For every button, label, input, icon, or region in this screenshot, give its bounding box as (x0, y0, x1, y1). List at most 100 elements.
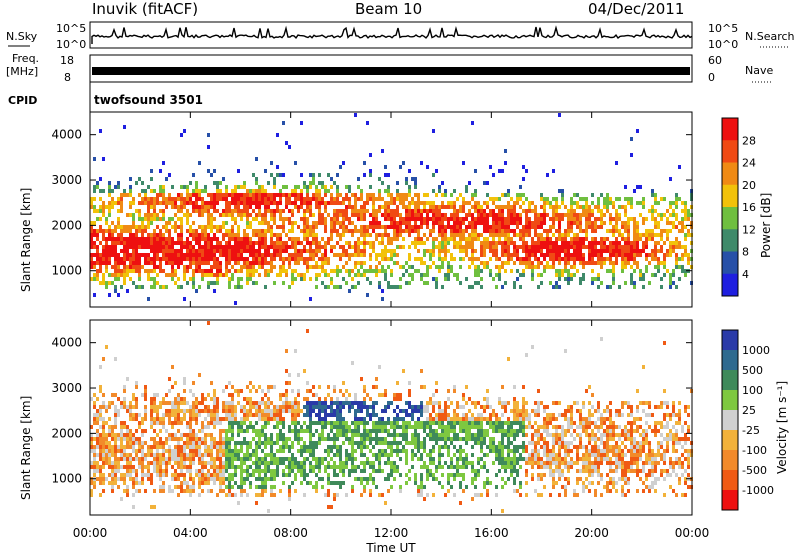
heatmap-cell (108, 281, 111, 285)
heatmap-cell (363, 225, 366, 229)
heatmap-cell (546, 241, 549, 245)
heatmap-cell (315, 465, 318, 469)
heatmap-cell (540, 261, 543, 265)
heatmap-cell (117, 237, 120, 241)
heatmap-cell (171, 205, 174, 209)
heatmap-cell (390, 253, 393, 257)
heatmap-cell (306, 481, 309, 485)
heatmap-cell (543, 241, 546, 245)
heatmap-cell (201, 393, 204, 397)
heatmap-cell (327, 449, 330, 453)
heatmap-cell (633, 233, 636, 237)
heatmap-cell (417, 437, 420, 441)
heatmap-cell (555, 197, 558, 201)
heatmap-cell (498, 269, 501, 273)
heatmap-cell (486, 193, 489, 197)
heatmap-cell (192, 193, 195, 197)
heatmap-cell (132, 397, 135, 401)
heatmap-cell (303, 237, 306, 241)
heatmap-cell (426, 217, 429, 221)
heatmap-cell (624, 185, 627, 189)
heatmap-cell (120, 209, 123, 213)
heatmap-cell (201, 461, 204, 465)
noise-right-tick-top: 10^5 (708, 22, 738, 35)
heatmap-cell (222, 465, 225, 469)
heatmap-cell (315, 245, 318, 249)
heatmap-cell (339, 433, 342, 437)
heatmap-cell (378, 205, 381, 209)
heatmap-cell (537, 245, 540, 249)
heatmap-cell (135, 489, 138, 493)
heatmap-cell (459, 209, 462, 213)
freq-left-label-2: [MHz] (6, 65, 38, 78)
heatmap-cell (483, 261, 486, 265)
heatmap-cell (498, 273, 501, 277)
heatmap-cell (189, 425, 192, 429)
heatmap-cell (246, 281, 249, 285)
heatmap-cell (345, 205, 348, 209)
heatmap-cell (384, 273, 387, 277)
heatmap-cell (342, 217, 345, 221)
heatmap-cell (681, 221, 684, 225)
heatmap-cell (369, 405, 372, 409)
heatmap-cell (567, 225, 570, 229)
heatmap-cell (219, 453, 222, 457)
heatmap-cell (456, 213, 459, 217)
heatmap-cell (228, 281, 231, 285)
heatmap-cell (198, 469, 201, 473)
heatmap-cell (288, 209, 291, 213)
heatmap-cell (219, 213, 222, 217)
heatmap-cell (99, 441, 102, 445)
heatmap-cell (315, 457, 318, 461)
heatmap-cell (291, 201, 294, 205)
heatmap-cell (432, 241, 435, 245)
heatmap-cell (576, 193, 579, 197)
heatmap-cell (264, 245, 267, 249)
heatmap-cell (612, 233, 615, 237)
heatmap-cell (324, 257, 327, 261)
heatmap-cell (267, 209, 270, 213)
heatmap-cell (201, 477, 204, 481)
heatmap-cell (141, 421, 144, 425)
heatmap-cell (645, 265, 648, 269)
heatmap-cell (666, 233, 669, 237)
heatmap-cell (279, 421, 282, 425)
colorbar-swatch (722, 207, 738, 230)
heatmap-cell (549, 241, 552, 245)
heatmap-cell (507, 193, 510, 197)
heatmap-cell (210, 441, 213, 445)
heatmap-cell (267, 465, 270, 469)
heatmap-cell (276, 133, 279, 137)
heatmap-cell (420, 237, 423, 241)
heatmap-cell (273, 257, 276, 261)
heatmap-cell (177, 461, 180, 465)
heatmap-cell (387, 257, 390, 261)
heatmap-cell (288, 493, 291, 497)
heatmap-cell (108, 293, 111, 297)
heatmap-cell (246, 197, 249, 201)
heatmap-cell (252, 197, 255, 201)
heatmap-cell (114, 405, 117, 409)
heatmap-cell (135, 473, 138, 477)
heatmap-cell (570, 213, 573, 217)
heatmap-cell (405, 421, 408, 425)
heatmap-cell (147, 277, 150, 281)
heatmap-cell (243, 397, 246, 401)
heatmap-cell (294, 473, 297, 477)
heatmap-cell (228, 453, 231, 457)
heatmap-cell (102, 257, 105, 261)
heatmap-cell (108, 229, 111, 233)
heatmap-cell (270, 193, 273, 197)
heatmap-cell (681, 209, 684, 213)
heatmap-cell (489, 269, 492, 273)
heatmap-cell (123, 457, 126, 461)
heatmap-cell (393, 421, 396, 425)
heatmap-cell (678, 265, 681, 269)
heatmap-cell (381, 289, 384, 293)
heatmap-cell (240, 241, 243, 245)
heatmap-cell (303, 233, 306, 237)
heatmap-cell (342, 473, 345, 477)
heatmap-cell (336, 449, 339, 453)
heatmap-cell (102, 449, 105, 453)
heatmap-cell (303, 369, 306, 373)
